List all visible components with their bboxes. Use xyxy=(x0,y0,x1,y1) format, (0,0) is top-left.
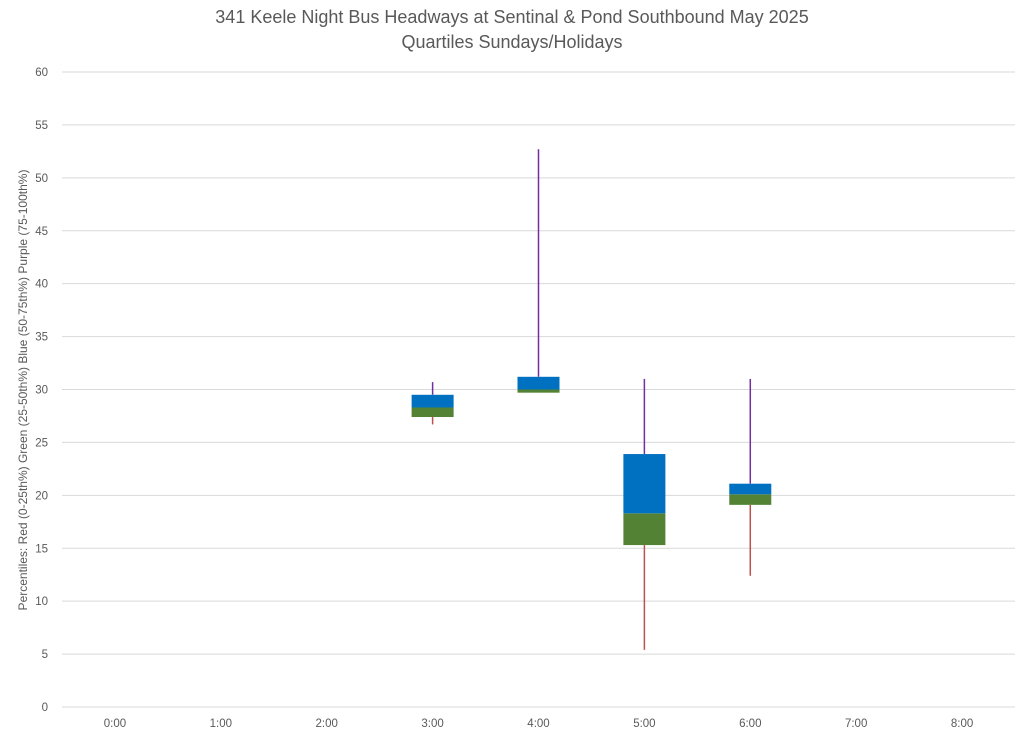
chart-title-line-2: Quartiles Sundays/Holidays xyxy=(401,32,622,52)
box-400 xyxy=(517,149,560,393)
x-tick-labels: 0:00 1:00 2:00 3:00 4:00 5:00 6:00 7:00 8:00 xyxy=(104,718,974,730)
y-tick-label: 15 xyxy=(35,543,48,555)
lower-box xyxy=(411,407,454,418)
y-tick-label: 25 xyxy=(35,437,48,449)
y-tick-labels: 0 5 10 15 20 25 30 35 40 45 50 55 60 xyxy=(35,67,48,714)
x-tick-label: 5:00 xyxy=(633,718,655,730)
lower-box xyxy=(729,494,772,505)
x-tick-label: 2:00 xyxy=(316,718,338,730)
lower-box xyxy=(517,389,560,393)
x-tick-label: 3:00 xyxy=(421,718,443,730)
y-tick-label: 10 xyxy=(35,596,48,608)
x-tick-label: 6:00 xyxy=(739,718,761,730)
lower-box xyxy=(623,513,666,546)
upper-box xyxy=(623,454,666,514)
y-tick-label: 40 xyxy=(35,279,48,291)
gridlines xyxy=(62,71,1015,708)
box-300 xyxy=(411,382,454,425)
x-tick-label: 0:00 xyxy=(104,718,126,730)
boxes xyxy=(411,149,772,650)
y-tick-label: 20 xyxy=(35,490,48,502)
box-500 xyxy=(623,378,666,650)
y-tick-label: 45 xyxy=(35,226,48,238)
upper-box xyxy=(411,394,454,408)
x-tick-label: 8:00 xyxy=(951,718,973,730)
upper-box xyxy=(517,376,560,390)
x-tick-label: 1:00 xyxy=(210,718,232,730)
y-axis-label: Percentiles: Red (0-25th%) Green (25-50t… xyxy=(16,170,30,611)
y-tick-label: 30 xyxy=(35,385,48,397)
y-tick-label: 0 xyxy=(42,702,48,714)
upper-box xyxy=(729,483,772,495)
x-tick-label: 7:00 xyxy=(845,718,867,730)
y-tick-label: 50 xyxy=(35,173,48,185)
box-600 xyxy=(729,378,772,576)
y-tick-label: 5 xyxy=(42,649,48,661)
chart-title-line-1: 341 Keele Night Bus Headways at Sentinal… xyxy=(215,7,808,27)
y-tick-label: 60 xyxy=(35,67,48,79)
y-tick-label: 55 xyxy=(35,120,48,132)
x-tick-label: 4:00 xyxy=(527,718,549,730)
y-tick-label: 35 xyxy=(35,332,48,344)
